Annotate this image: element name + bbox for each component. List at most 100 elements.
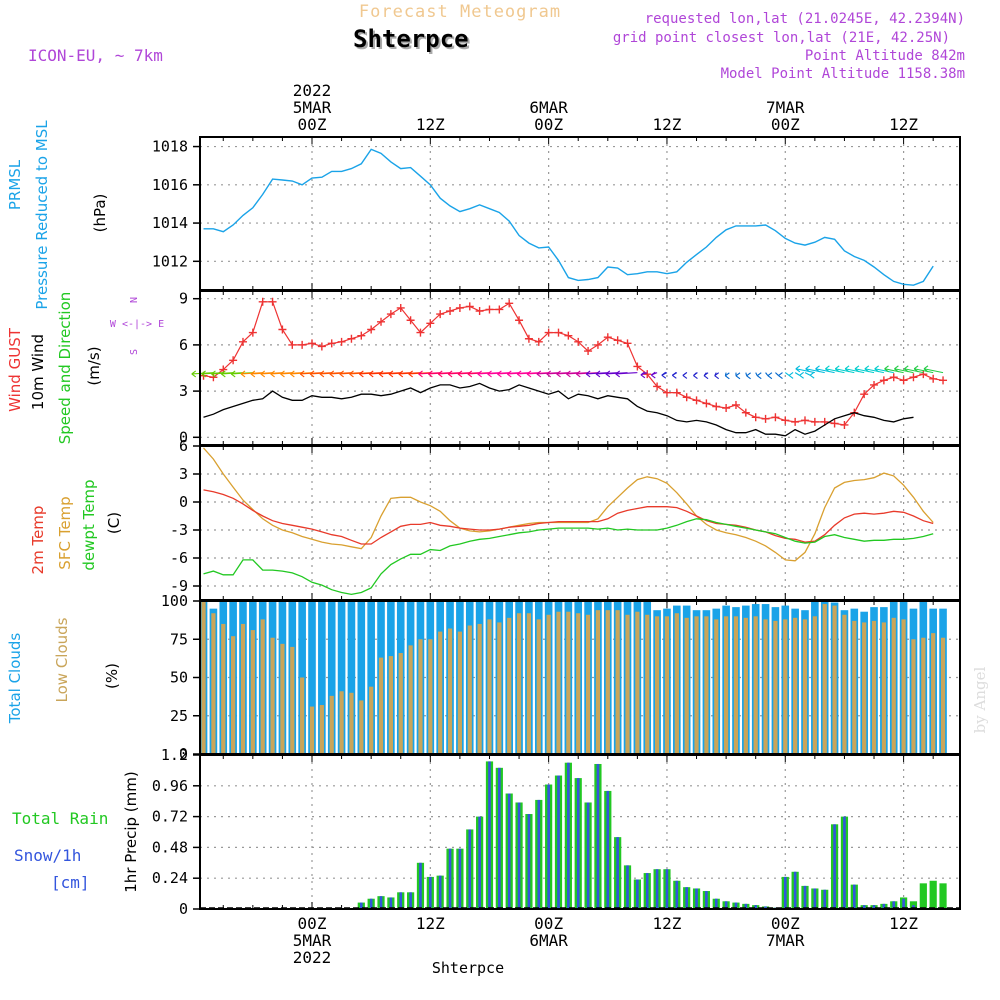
- snow-bar: [419, 862, 422, 909]
- wind-direction-arrow: [615, 370, 638, 378]
- bottom-time-label: 12Z: [653, 914, 682, 933]
- low-cloud-bar: [674, 613, 679, 754]
- wind-direction-arrow: [714, 372, 720, 380]
- wind-direction-arrow: [834, 365, 855, 374]
- low-cloud-bar: [605, 610, 610, 754]
- gust-marker: [909, 373, 918, 382]
- snow-bar: [685, 887, 688, 909]
- snow-bar: [843, 816, 846, 909]
- snow-bar: [675, 880, 679, 909]
- total-clouds-label: Total Clouds: [6, 633, 24, 725]
- y-tick-label: 1016: [152, 176, 188, 194]
- bottom-time-label: 00Z: [534, 914, 563, 933]
- wind-direction-arrow: [755, 372, 762, 380]
- low-cloud-bar: [891, 617, 896, 754]
- low-cloud-bar: [684, 617, 689, 754]
- snow-bar: [862, 905, 866, 909]
- gust-marker: [357, 331, 366, 340]
- snow-bar: [389, 897, 393, 909]
- snow-bar: [537, 799, 541, 909]
- snow-bar: [369, 898, 373, 909]
- gust-marker: [712, 402, 721, 411]
- wind-direction-arrow: [784, 372, 794, 379]
- low-cloud-bar: [743, 617, 748, 754]
- gust-marker: [830, 419, 839, 428]
- gust-marker: [317, 342, 326, 351]
- snow-bar: [527, 814, 531, 909]
- gust-marker: [209, 373, 218, 382]
- snow-bar: [360, 902, 363, 909]
- low-cloud-bar: [231, 636, 236, 754]
- low-cloud-bar: [832, 605, 837, 754]
- gust-marker: [554, 328, 563, 337]
- wind-direction-arrow: [775, 372, 783, 380]
- pressure-line: [203, 148, 934, 286]
- snow-bar: [705, 891, 708, 909]
- snow-bar: [655, 869, 659, 909]
- gust-marker: [919, 370, 928, 379]
- top-time-label: 00Z: [771, 115, 800, 134]
- snow-bar: [468, 829, 472, 909]
- gust-marker: [416, 328, 425, 337]
- y-tick-label: 100: [161, 592, 188, 610]
- low-cloud-bar: [457, 631, 462, 754]
- y-tick-label: 1.2: [161, 746, 188, 764]
- snow-bar: [399, 892, 403, 909]
- low-cloud-bar: [438, 631, 443, 754]
- wind-direction-arrow: [923, 365, 944, 374]
- top-time-label: 00Z: [534, 115, 563, 134]
- gust-marker: [574, 337, 583, 346]
- low-cloud-bar: [398, 653, 403, 754]
- snow-bar: [912, 905, 915, 909]
- snow-bar: [458, 848, 462, 909]
- low-cloud-bar: [290, 646, 295, 754]
- gust-marker: [248, 328, 257, 337]
- gust-marker: [731, 400, 740, 409]
- gust-marker: [238, 337, 247, 346]
- wind-direction-arrow: [894, 365, 914, 374]
- gust-marker: [298, 340, 307, 349]
- top-time-label: 7MAR: [766, 98, 805, 117]
- low-cloud-bar: [724, 616, 729, 754]
- location-title-shadow: Shterpce: [355, 27, 471, 55]
- y-tick-label: 0: [179, 428, 188, 446]
- low-cloud-bar: [280, 643, 285, 754]
- bottom-time-label: 00Z: [771, 914, 800, 933]
- low-cloud-bar: [487, 619, 492, 754]
- gust-marker: [593, 340, 602, 349]
- wind-direction-arrow: [735, 372, 741, 380]
- snow-bar: [833, 824, 836, 909]
- low-cloud-bar: [704, 616, 709, 754]
- wind-direction-arrow: [794, 371, 804, 379]
- gust-marker: [505, 299, 514, 308]
- low-cloud-bar: [645, 614, 650, 754]
- bottom-time-label: 00Z: [298, 914, 327, 933]
- gust-marker: [791, 417, 800, 426]
- snow-bar: [695, 888, 698, 909]
- top-time-label: 6MAR: [529, 98, 568, 117]
- snow-bar: [665, 869, 669, 909]
- low-cloud-bar: [221, 623, 226, 754]
- direction-label: Speed and Direction: [56, 292, 74, 445]
- wind-unit: (m/s): [85, 346, 103, 385]
- low-cloud-bar: [300, 677, 305, 754]
- gust-marker: [653, 382, 662, 391]
- total-cloud-bar: [357, 601, 366, 754]
- gust-marker: [288, 340, 297, 349]
- wind-direction-arrow: [650, 371, 658, 379]
- wind-direction-arrow: [804, 371, 815, 379]
- credit-watermark: by Angel: [971, 666, 989, 733]
- total-cloud-bar: [337, 601, 346, 754]
- gust-marker: [347, 334, 356, 343]
- gust-marker: [771, 413, 780, 422]
- low-cloud-bar: [408, 645, 413, 754]
- wind-direction-arrow: [815, 365, 835, 374]
- y-tick-label: -9: [170, 577, 188, 595]
- gust-marker: [682, 393, 691, 402]
- low-cloud-bar: [467, 625, 472, 754]
- snow-bar: [606, 790, 610, 909]
- model-label: ICON-EU, ~ 7km: [28, 46, 163, 65]
- wind-direction-arrow: [825, 365, 845, 374]
- y-tick-label: 1014: [152, 214, 188, 232]
